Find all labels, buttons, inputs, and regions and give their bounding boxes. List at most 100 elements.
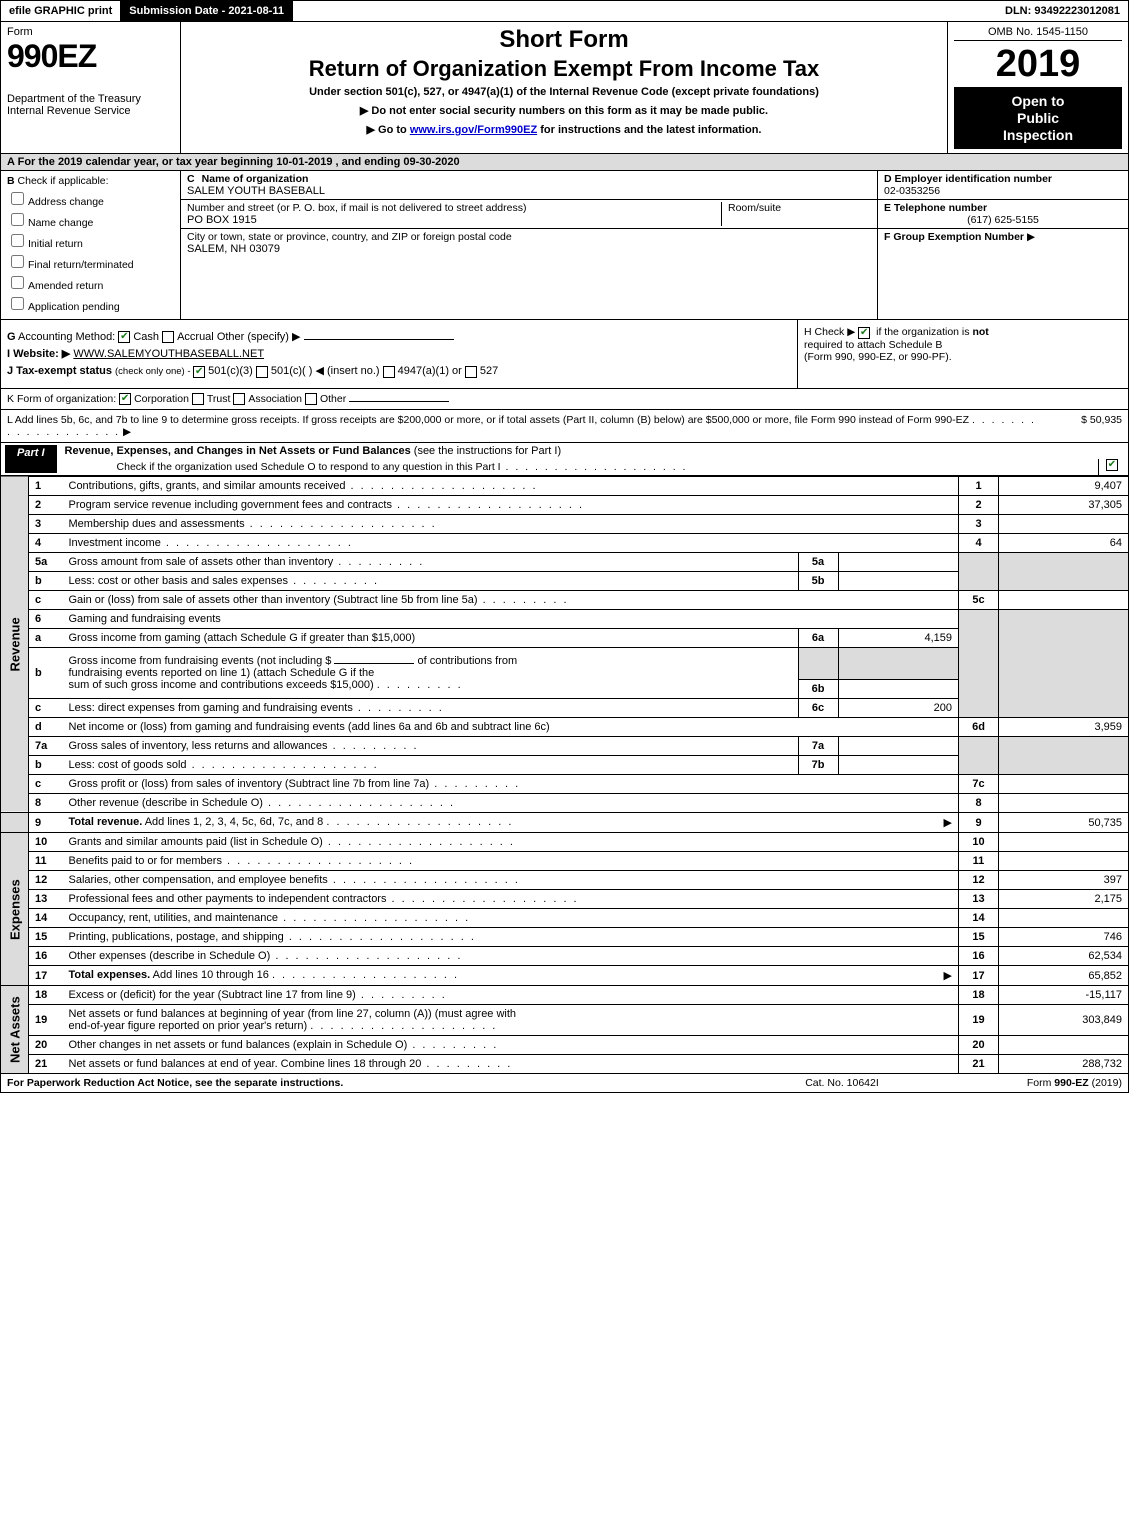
line-8-desc: Other revenue (describe in Schedule O) bbox=[63, 794, 959, 813]
line-6b-desc-pre: Gross income from fundraising events (no… bbox=[69, 655, 332, 667]
cb-cash[interactable] bbox=[118, 331, 130, 343]
website-value[interactable]: WWW.SALEMYOUTHBASEBALL.NET bbox=[73, 348, 264, 360]
line-6d-col: 6d bbox=[959, 718, 999, 737]
line-5c-num: c bbox=[29, 590, 63, 609]
row-a-tax-period: A For the 2019 calendar year, or tax yea… bbox=[0, 154, 1129, 171]
cb-amended-return-row[interactable]: Amended return bbox=[7, 273, 174, 292]
line-4-desc: Investment income bbox=[63, 533, 959, 552]
f-arrow: ▶ bbox=[1027, 231, 1035, 243]
line-7a-desc-cell: Gross sales of inventory, less returns a… bbox=[63, 737, 959, 756]
cb-amended-return[interactable] bbox=[11, 276, 24, 289]
line-11-desc: Benefits paid to or for members bbox=[63, 852, 959, 871]
other-org-label: Other bbox=[320, 393, 346, 405]
line-10-col: 10 bbox=[959, 833, 999, 852]
label-g: G bbox=[7, 331, 16, 343]
cb-final-return[interactable] bbox=[11, 255, 24, 268]
line-20-desc: Other changes in net assets or fund bala… bbox=[63, 1036, 959, 1055]
line-18-col: 18 bbox=[959, 986, 999, 1005]
line-3-amt bbox=[999, 514, 1129, 533]
part-i-header: Part I Revenue, Expenses, and Changes in… bbox=[0, 443, 1129, 476]
line-10-amt bbox=[999, 833, 1129, 852]
501c3-label: 501(c)(3) bbox=[208, 365, 253, 377]
label-k: K bbox=[7, 393, 14, 405]
cb-501c3[interactable] bbox=[193, 366, 205, 378]
footer-right-form: 990-EZ bbox=[1054, 1077, 1088, 1089]
cb-initial-return[interactable] bbox=[11, 234, 24, 247]
cb-schedule-o-part-i[interactable] bbox=[1106, 459, 1118, 471]
cb-amended-return-label: Amended return bbox=[28, 280, 103, 292]
footer-center: Cat. No. 10642I bbox=[762, 1077, 922, 1089]
dept-treasury: Department of the Treasury bbox=[7, 93, 174, 105]
irs-link[interactable]: www.irs.gov/Form990EZ bbox=[410, 124, 537, 136]
line-5ab-greycol bbox=[959, 552, 999, 590]
line-13-desc: Professional fees and other payments to … bbox=[63, 890, 959, 909]
line-2-num: 2 bbox=[29, 495, 63, 514]
row-d-ein: D Employer identification number 02-0353… bbox=[878, 171, 1128, 200]
cb-other-org[interactable] bbox=[305, 393, 317, 405]
l-amount: $ 50,935 bbox=[1042, 414, 1122, 438]
cb-address-change-row[interactable]: Address change bbox=[7, 189, 174, 208]
cb-accrual[interactable] bbox=[162, 331, 174, 343]
line-5c-desc: Gain or (loss) from sale of assets other… bbox=[63, 590, 959, 609]
line-17-desc2: Add lines 10 through 16 bbox=[153, 969, 269, 981]
goto-pre: ▶ Go to bbox=[367, 124, 410, 136]
cb-name-change-row[interactable]: Name change bbox=[7, 210, 174, 229]
line-1-col: 1 bbox=[959, 476, 999, 495]
line-7b-subval bbox=[838, 756, 958, 774]
cb-association[interactable] bbox=[233, 393, 245, 405]
form-number: 990EZ bbox=[7, 38, 174, 75]
cb-initial-return-label: Initial return bbox=[28, 238, 83, 250]
line-21-desc: Net assets or fund balances at end of ye… bbox=[63, 1055, 959, 1074]
cb-final-return-row[interactable]: Final return/terminated bbox=[7, 252, 174, 271]
irs-label: Internal Revenue Service bbox=[7, 105, 174, 117]
open-to-public-inspection: Open to Public Inspection bbox=[954, 87, 1122, 149]
cb-name-change-label: Name change bbox=[28, 217, 93, 229]
line-14-num: 14 bbox=[29, 909, 63, 928]
cb-application-pending[interactable] bbox=[11, 297, 24, 310]
row-k-form-of-org: K Form of organization: Corporation Trus… bbox=[0, 389, 1129, 410]
line-19-desc2: end-of-year figure reported on prior yea… bbox=[69, 1020, 308, 1032]
527-label: 527 bbox=[480, 365, 498, 377]
line-17-desc-cell: Total expenses. Add lines 10 through 16 … bbox=[63, 966, 959, 986]
footer-left: For Paperwork Reduction Act Notice, see … bbox=[7, 1077, 762, 1089]
line-21-amt: 288,732 bbox=[999, 1055, 1129, 1074]
line-3-col: 3 bbox=[959, 514, 999, 533]
cb-corporation[interactable] bbox=[119, 393, 131, 405]
line-6a-subval: 4,159 bbox=[838, 629, 958, 647]
cb-address-change[interactable] bbox=[11, 192, 24, 205]
cb-trust[interactable] bbox=[192, 393, 204, 405]
subtitle: Under section 501(c), 527, or 4947(a)(1)… bbox=[187, 86, 941, 98]
cb-application-pending-row[interactable]: Application pending bbox=[7, 294, 174, 313]
label-c: C bbox=[187, 173, 195, 185]
line-2-desc: Program service revenue including govern… bbox=[63, 495, 959, 514]
line-6-greyamt bbox=[999, 609, 1129, 718]
efile-print-label[interactable]: efile GRAPHIC print bbox=[1, 1, 121, 21]
org-name-row: C Name of organization SALEM YOUTH BASEB… bbox=[181, 171, 877, 200]
line-7a-subval bbox=[838, 737, 958, 755]
line-7b-desc-cell: Less: cost of goods sold 7b bbox=[63, 756, 959, 775]
cb-501c[interactable] bbox=[256, 366, 268, 378]
short-form-title: Short Form bbox=[187, 26, 941, 54]
footer-right: Form 990-EZ (2019) bbox=[922, 1077, 1122, 1089]
header-center: Short Form Return of Organization Exempt… bbox=[181, 22, 948, 153]
line-19-dots bbox=[310, 1020, 497, 1032]
cb-name-change[interactable] bbox=[11, 213, 24, 226]
line-6b-greysub bbox=[798, 648, 838, 680]
line-6c-num: c bbox=[29, 699, 63, 718]
cb-527[interactable] bbox=[465, 366, 477, 378]
line-13-amt: 2,175 bbox=[999, 890, 1129, 909]
cb-initial-return-row[interactable]: Initial return bbox=[7, 231, 174, 250]
line-15-amt: 746 bbox=[999, 928, 1129, 947]
line-9-dots bbox=[326, 816, 513, 828]
line-5a-subval bbox=[838, 553, 958, 571]
city-row: City or town, state or province, country… bbox=[181, 229, 877, 257]
line-16-col: 16 bbox=[959, 947, 999, 966]
line-6a-desc: Gross income from gaming (attach Schedul… bbox=[69, 632, 416, 644]
line-5c-col: 5c bbox=[959, 590, 999, 609]
line-17-col: 17 bbox=[959, 966, 999, 986]
open-line2: Public bbox=[1017, 110, 1059, 126]
line-1-amt: 9,407 bbox=[999, 476, 1129, 495]
row-j-tax-exempt: J Tax-exempt status (check only one) - 5… bbox=[7, 364, 791, 377]
cb-4947[interactable] bbox=[383, 366, 395, 378]
cb-schedule-b[interactable] bbox=[858, 327, 870, 339]
